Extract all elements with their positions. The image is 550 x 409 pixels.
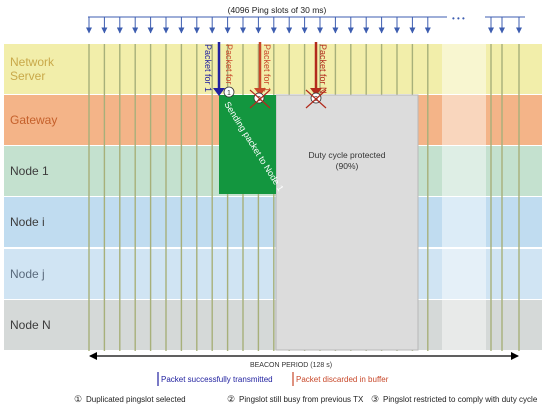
duty-cycle-percent: (90%) xyxy=(336,161,359,171)
row-band-4 xyxy=(4,249,542,299)
legend-transmitted-text: Packet successfully transmitted xyxy=(161,375,273,384)
row-label-4: Node j xyxy=(10,267,45,281)
notes: ① Duplicated pingslot selected ② Pingslo… xyxy=(74,394,538,404)
beacon-period-label-bg xyxy=(248,358,336,369)
note-1-marker: ① xyxy=(74,394,82,404)
ping-slots-label: (4096 Ping slots of 30 ms) xyxy=(228,5,327,15)
packet-4-label: Packet for N xyxy=(318,44,328,94)
packet-arrows xyxy=(213,42,322,96)
duty-cycle-block xyxy=(275,94,419,351)
row-label-1: Gateway xyxy=(10,113,57,127)
note-3-text: Pingslot restricted to comply with duty … xyxy=(383,395,538,404)
marker-1-circle xyxy=(223,86,235,98)
sending-packet-block xyxy=(219,95,276,194)
row-label-5: Node N xyxy=(10,318,51,332)
packet-1-arrowhead xyxy=(213,88,225,96)
row-label-2: Node 1 xyxy=(10,164,49,178)
note-2-marker: ② xyxy=(227,394,235,404)
row-label-3: Node i xyxy=(10,215,45,229)
duty-cycle-label: Duty cycle protected xyxy=(308,150,385,160)
ping-slots-ellipsis: • • • xyxy=(452,14,465,23)
row-band-0 xyxy=(4,44,542,94)
row-band-3 xyxy=(4,197,542,247)
note-3-marker: ③ xyxy=(371,394,379,404)
legend-discarded-text: Packet discarded in buffer xyxy=(296,375,389,384)
note-2-text: Pingslot still busy from previous TX xyxy=(239,395,364,404)
note-1-text: Duplicated pingslot selected xyxy=(86,395,186,404)
faded-region xyxy=(442,44,486,350)
beacon-period-label: BEACON PERIOD (128 s) xyxy=(250,362,332,369)
packet-2-label: Packet for 1 xyxy=(224,44,234,92)
row-band-5 xyxy=(4,300,542,350)
packet-3-arrowhead xyxy=(310,88,322,96)
row-label-0: Network Server xyxy=(10,55,55,83)
row-bands xyxy=(4,44,542,350)
discard-cross-icon xyxy=(249,89,271,109)
packet-3-label: Packet for 1 xyxy=(262,44,272,92)
row-labels: Network Server Gateway Node 1 Node i Node j No… xyxy=(10,55,57,332)
discard-cross-icon xyxy=(305,89,327,109)
marker-1-number: 1 xyxy=(227,90,231,97)
packet-2-arrowhead xyxy=(254,88,266,96)
ping-slot-arrows xyxy=(86,16,525,34)
packet-1-label: Packet for 1 xyxy=(203,44,213,92)
